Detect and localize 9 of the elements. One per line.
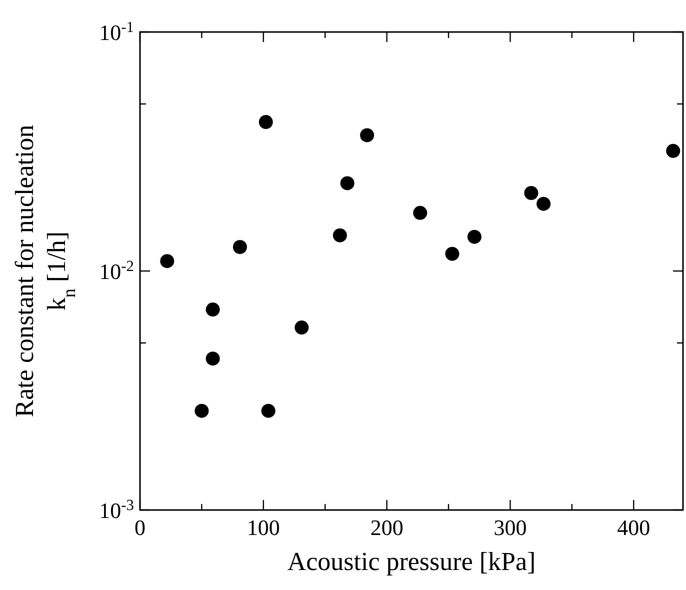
x-axis-title: Acoustic pressure [kPa] [287,547,536,576]
y-tick-label: 10$^{-3}$ [99,496,134,523]
x-tick-label: 300 [494,515,527,540]
x-tick-label: 200 [370,515,404,540]
x-tick-label: 100 [246,515,280,540]
y-tick-label: 10$^{-2}$ [99,258,134,284]
x-tick-label: 400 [617,515,650,540]
x-tick-label: 0 [134,515,146,540]
y-tick-label: 10$^{-1}$ [99,18,134,45]
